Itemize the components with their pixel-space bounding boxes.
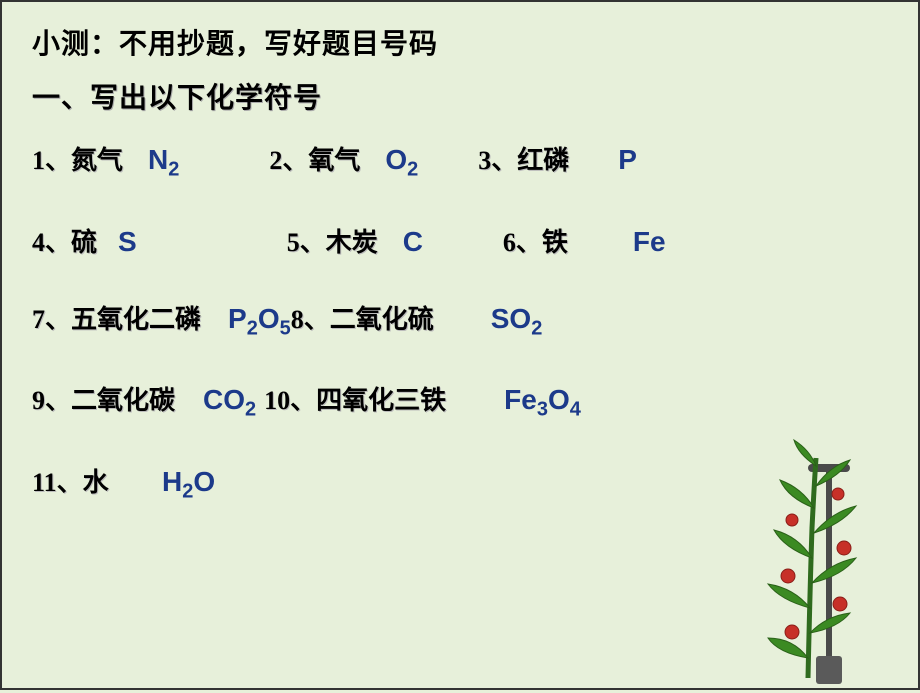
quiz-item: 8、二氧化硫 SO2 — [291, 299, 543, 341]
item-label: 2、氧气 — [269, 140, 379, 177]
quiz-item: 9、二氧化碳CO2 — [32, 380, 256, 422]
chemical-formula: Fe3O4 — [504, 384, 581, 422]
item-row: 1、氮气N2 2、氧气O2 3、红磷 P — [32, 140, 888, 182]
section-title: 一、写出以下化学符号 — [32, 76, 888, 116]
chemical-formula: O2 — [385, 144, 418, 182]
item-label: 5、木炭 — [287, 222, 397, 259]
chemical-formula: P2O5 — [228, 303, 291, 341]
quiz-item: 6、铁 Fe — [503, 222, 666, 259]
item-label: 1、氮气 — [32, 140, 142, 177]
item-label: 4、硫 — [32, 222, 112, 259]
item-label: 10、四氧化三铁 — [264, 380, 474, 417]
item-row: 7、五氧化二磷P2O58、二氧化硫 SO2 — [32, 299, 888, 341]
quiz-item: 3、红磷 P — [478, 140, 637, 177]
chemical-formula: CO2 — [203, 384, 256, 422]
item-label: 9、二氧化碳 — [32, 380, 197, 417]
item-label: 6、铁 — [503, 222, 583, 259]
item-label: 11、水 — [32, 462, 132, 499]
quiz-item: 4、硫S — [32, 222, 137, 259]
quiz-item: 11、水 H2O — [32, 462, 215, 504]
chemical-formula: N2 — [148, 144, 179, 182]
quiz-item: 10、四氧化三铁 Fe3O4 — [264, 380, 581, 422]
quiz-header: 小测：不用抄题，写好题目号码 — [32, 22, 888, 62]
chemical-formula: H2O — [162, 466, 215, 504]
chemical-formula: Fe — [633, 226, 666, 258]
quiz-item: 1、氮气N2 — [32, 140, 179, 182]
chemical-formula: C — [403, 226, 423, 258]
chemical-formula: SO2 — [491, 303, 543, 341]
item-label: 8、二氧化硫 — [291, 299, 461, 336]
quiz-item: 7、五氧化二磷P2O5 — [32, 299, 291, 341]
item-label: 3、红磷 — [478, 140, 588, 177]
quiz-item: 2、氧气O2 — [269, 140, 418, 182]
item-label: 7、五氧化二磷 — [32, 299, 222, 336]
plant-illustration — [738, 408, 878, 688]
chemical-formula: S — [118, 226, 137, 258]
item-row: 4、硫S 5、木炭C 6、铁 Fe — [32, 222, 888, 259]
chemical-formula: P — [618, 144, 637, 176]
quiz-item: 5、木炭C — [287, 222, 423, 259]
